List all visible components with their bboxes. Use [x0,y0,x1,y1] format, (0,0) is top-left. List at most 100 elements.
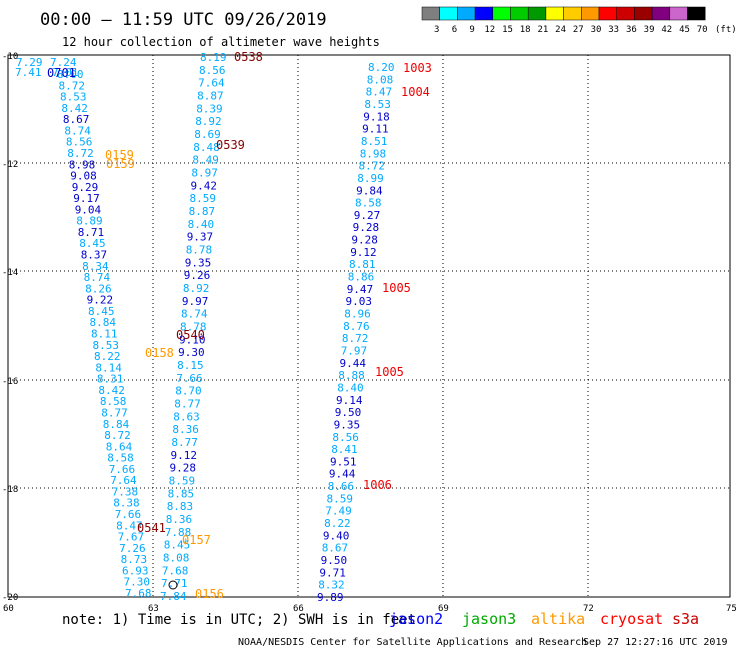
legend-label: 33 [608,25,619,35]
legend-swatch [616,6,635,21]
wave-height-value: 7.49 [325,505,352,518]
wave-height-value: 8.72 [59,79,86,92]
wave-height-value: 8.48 [193,141,220,154]
legend-label: 30 [591,25,602,35]
wave-height-value: 8.99 [357,172,384,185]
wave-height-value: 9.40 [323,529,350,542]
wave-height-value: 8.37 [81,249,108,262]
wave-height-value: 8.63 [173,410,200,423]
legend-label: 42 [661,25,672,35]
wave-height-value: 9.04 [75,203,102,216]
wave-height-value: 8.42 [61,102,88,115]
wave-height-value: 8.87 [197,90,224,103]
timestamp-text: Sep 27 12:27:16 UTC 2019 [583,637,728,648]
lat-label: -12 [2,160,18,170]
wave-height-value: 7.01 [52,66,79,79]
wave-height-value: 8.87 [189,205,216,218]
wave-height-value: 8.67 [322,542,349,555]
pass-time-label: 0158 [145,346,174,360]
wave-height-value: 8.53 [93,339,120,352]
wave-height-value: 7.68 [125,587,152,600]
legend-swatch [510,6,529,21]
wave-height-value: 8.49 [192,154,219,167]
wave-height-value: 8.19 [200,51,227,64]
pass-time-label: 1003 [403,61,432,75]
satellite-label: jason2 [389,610,443,628]
wave-height-value: 9.28 [351,234,378,247]
wave-height-value: 8.84 [90,316,117,329]
wave-height-value: 8.56 [332,431,359,444]
legend-swatch [687,6,706,21]
wave-height-value: 8.77 [171,436,198,449]
wave-height-value: 9.27 [354,209,381,222]
wave-height-value: 8.08 [163,552,190,565]
wave-height-value: 8.83 [167,500,194,513]
wave-height-value: 8.42 [98,384,125,397]
wave-height-value: 8.70 [175,385,202,398]
wave-height-value: 8.51 [361,135,388,148]
credit-text: NOAA/NESDIS Center for Satellite Applica… [238,637,587,648]
wave-height-value: 9.28 [353,221,380,234]
wave-height-value: 8.59 [327,492,354,505]
legend-label: 36 [626,25,637,35]
wave-height-value: 7.88 [165,526,192,539]
satellite-label: s3a [672,610,699,628]
wave-height-value: 8.59 [190,192,217,205]
wave-height-value: 7.66 [176,372,203,385]
legend-swatch [651,6,671,21]
wave-height-value: 8.92 [195,115,222,128]
wave-height-value: 8.72 [67,147,94,160]
wave-height-value: 8.15 [177,359,204,372]
lat-label: -10 [2,52,18,62]
pass-time-label: 1006 [363,478,392,492]
legend-label: 21 [537,25,548,35]
wave-height-value: 9.11 [362,123,389,136]
wave-height-value: 7.24 [50,56,77,69]
wave-height-value: 9.30 [178,346,205,359]
wave-height-value: 7.38 [112,486,139,499]
wave-height-value: 7.67 [118,531,145,544]
wave-height-value: 9.03 [346,295,373,308]
wave-height-value: 8.38 [113,497,140,510]
wave-height-value: 8.31 [97,373,124,386]
wave-height-value: 8.74 [181,308,208,321]
wave-height-value: 6.93 [122,564,149,577]
wave-height-value: 9.97 [182,295,209,308]
lat-label: -16 [2,377,18,387]
pass-time-label: 0701 [47,66,76,80]
legend-swatch [581,6,600,21]
wave-height-value: 9.37 [187,231,214,244]
pass-time-label: 0159 [105,148,134,162]
pass-time-label: 0538 [234,50,263,64]
map-frame [7,54,731,598]
legend-label: 24 [555,25,566,35]
wave-height-value: 8.11 [91,328,118,341]
wave-height-value: 8.08 [367,73,394,86]
legend-label: 3 [434,25,439,35]
wave-height-value: 7.84 [160,590,187,603]
wave-height-value: 9.26 [184,269,211,282]
wave-height-value: 9.51 [330,455,357,468]
lat-labels: -10 -12 -14 -16 -18 -20 [2,52,18,603]
wave-height-value: 8.74 [84,271,111,284]
lat-label: -18 [2,485,18,495]
legend-swatch [669,6,688,21]
wave-height-value: 8.78 [186,244,213,257]
pass-time-label: 1005 [382,281,411,295]
grid-lines [8,55,730,597]
wave-height-value: 8.84 [103,418,130,431]
lon-label: 69 [438,604,449,614]
legend-swatch [563,6,582,21]
wave-height-value: 8.88 [338,369,365,382]
wave-height-value: 7.29 [16,56,43,69]
wave-height-value: 8.89 [76,215,103,228]
wave-height-value: 9.28 [170,462,197,475]
legend-label: 45 [679,25,690,35]
wave-height-value: 9.42 [191,179,218,192]
wave-height-value: 7.64 [110,474,137,487]
wave-height-value: 8.66 [328,480,355,493]
legend-swatch [545,6,564,21]
altimeter-tracks: 8.208.088.478.539.189.118.518.988.728.99… [15,51,395,604]
wave-height-value: 9.84 [356,184,383,197]
wave-height-value: 9.44 [340,357,367,370]
